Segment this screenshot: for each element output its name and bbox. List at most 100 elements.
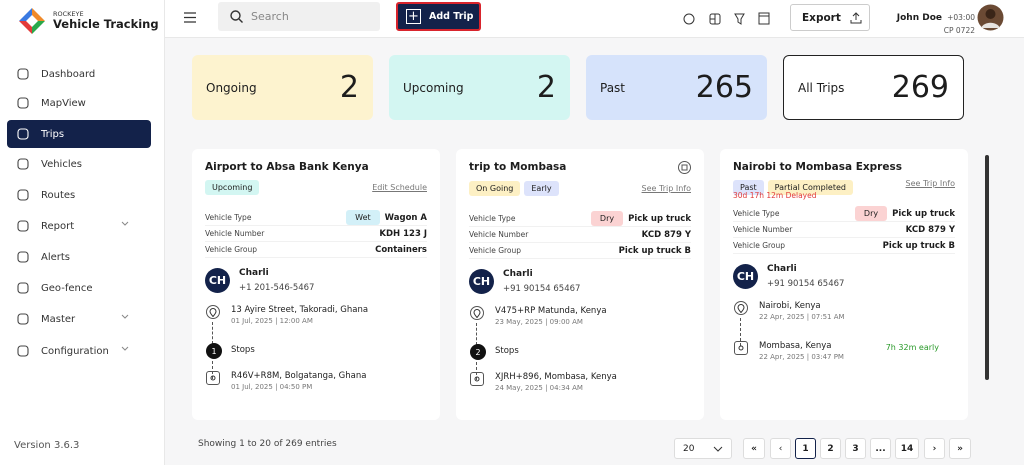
search-box[interactable]: Search [218,2,380,31]
location-icon [734,301,748,315]
scrollbar [985,155,989,380]
field-value: KDH 123 J [379,228,427,239]
nav-label: Configuration [41,345,109,357]
card-title: trip to Mombasa [469,161,567,173]
page-button[interactable]: « [743,438,765,459]
trip-card: Nairobi to Mombasa Express Past Partial Co… [720,149,968,420]
card-link[interactable]: See Trip Info [905,179,955,188]
stops: 1 Stops [206,343,427,379]
field-row: Vehicle Type Dry Pick up truck [733,206,955,222]
trip-card: Airport to Absa Bank Kenya Upcoming Edit S… [192,149,440,420]
stat-card[interactable]: Past 265 [586,55,767,120]
card-title-row: Nairobi to Mombasa Express [733,161,955,173]
destination-place: Mombasa, Kenya [759,341,832,351]
field-row: Vehicle Group Pick up truck B [469,243,691,259]
page-button[interactable]: 1 [795,438,816,459]
driver-name: Charli [503,269,533,279]
version: Version 3.6.3 [14,440,80,451]
type-tag: Dry [590,211,624,226]
page-button[interactable]: ‹ [770,438,791,459]
driver: CH Charli +91 90154 65467 [733,264,955,289]
timeline: V475+RP Matunda, Kenya 23 May, 2025 | 09:… [469,306,691,402]
menu-icon[interactable] [184,12,196,23]
route-line [212,322,213,344]
destination-time: 01 Jul, 2025 | 04:50 PM [231,383,313,391]
status-badge: Upcoming [205,180,260,195]
driver-avatar: CH [733,264,758,289]
stat-label: All Trips [798,80,845,95]
field-row: Vehicle Number KCD 879 Y [469,227,691,243]
chevron [121,346,129,351]
user-code: CP 0722 [943,26,975,35]
page-button[interactable]: » [949,438,971,459]
nav-label: Dashboard [41,68,96,80]
type-tag: Dry [854,206,888,221]
chevron [121,221,129,226]
nav-icon [17,158,29,170]
card-action[interactable] [678,161,691,174]
badge-row: Past Partial Completed See Trip Info [733,179,955,196]
nav-label: Report [41,220,75,232]
page-button[interactable]: 3 [845,438,866,459]
toolbar-icons[interactable] [682,11,782,27]
nav-item[interactable]: Vehicles [7,150,151,178]
stat-card[interactable]: Ongoing 2 [192,55,373,120]
card-link[interactable]: See Trip Info [641,184,691,193]
card-title-row: trip to Mombasa [469,161,691,174]
page-button[interactable]: 14 [895,438,919,459]
status-badge: Past [733,180,764,195]
page-button[interactable]: 2 [820,438,841,459]
field-label: Vehicle Type [469,214,516,223]
nav-item[interactable]: Alerts [7,243,151,271]
field-row: Vehicle Number KDH 123 J [205,226,427,242]
nav-icon [17,189,29,201]
stat-label: Past [600,80,626,95]
nav-item[interactable]: Routes [7,181,151,209]
location-icon [470,306,484,320]
route-line [476,362,477,380]
top-bar: Search + Add Trip Export John Doe +03:00… [165,0,1024,38]
add-trip-button[interactable]: + Add Trip [396,2,481,31]
stat-card[interactable]: All Trips 269 [783,55,964,120]
destination-note: 7h 32m early [885,343,939,352]
page-button[interactable]: › [924,438,945,459]
destination-place: R46V+R8M, Bolgatanga, Ghana [231,371,367,381]
origin: V475+RP Matunda, Kenya 23 May, 2025 | 09:… [470,306,691,345]
page-button[interactable]: ... [870,438,891,459]
add-trip-label: Add Trip [429,11,474,22]
nav-item[interactable]: Master [7,305,151,333]
nav-item[interactable]: Report [7,212,151,240]
page-size-select[interactable]: 20 [674,438,732,459]
origin-place: Nairobi, Kenya [759,301,821,311]
field-label: Vehicle Group [205,245,258,254]
field-value: Pick up truck [892,208,955,219]
field-label: Vehicle Number [469,230,529,239]
export-button[interactable]: Export [790,4,870,31]
stat-card[interactable]: Upcoming 2 [389,55,570,120]
field-value: KCD 879 Y [641,229,691,240]
timeline: 13 Ayire Street, Takoradi, Ghana 01 Jul, … [205,305,427,401]
nav-item[interactable]: MapView [7,89,151,117]
nav-item[interactable]: Geo-fence [7,274,151,302]
card-link[interactable]: Edit Schedule [372,183,427,192]
stops-label: Stops [495,346,519,356]
destination: XJRH+896, Mombasa, Kenya 24 May, 2025 | 0… [470,372,691,402]
stat-label: Upcoming [403,80,464,95]
user-avatar[interactable] [977,4,1004,31]
nav-item[interactable]: Dashboard [7,60,151,88]
nav-item[interactable]: Trips [7,120,151,148]
nav-item[interactable]: Configuration [7,337,151,365]
field-value: KCD 879 Y [905,224,955,235]
destination-icon [470,372,484,386]
stops-label: Stops [231,345,255,355]
nav-label: Routes [41,189,76,201]
user-info: John Doe +03:00 CP 0722 [885,5,975,35]
brand-name: Vehicle Tracking [53,17,159,31]
location-icon [206,305,220,319]
origin: Nairobi, Kenya 22 Apr, 2025 | 07:51 AM [734,301,955,346]
destination-place: XJRH+896, Mombasa, Kenya [495,372,617,382]
logo [19,8,45,34]
delay-text: 30d 17h 12m Delayed [733,191,817,200]
field-label: Vehicle Number [733,225,793,234]
nav-label: Geo-fence [41,282,93,294]
